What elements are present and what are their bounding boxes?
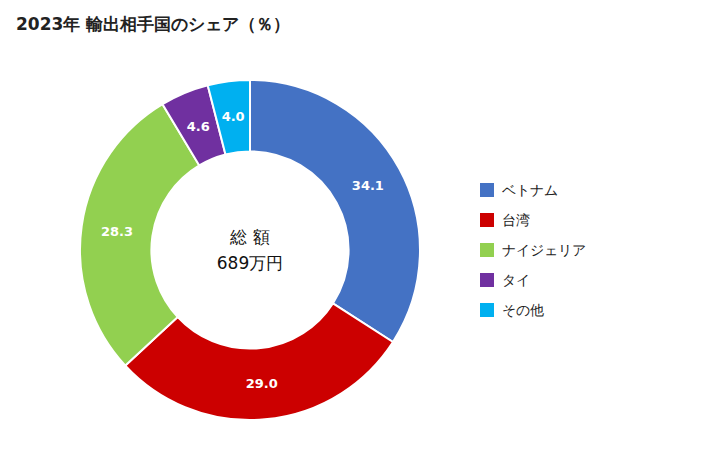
legend-label: ベトナム [502, 182, 558, 198]
chart-container: 2023年 輸出相手国のシェア（％） 34.1 29.0 28.3 4.6 4.0 総 額 6… [0, 0, 728, 450]
data-labels: 34.1 29.0 28.3 4.6 4.0 [101, 109, 384, 391]
slice [80, 104, 199, 365]
slice [250, 80, 420, 342]
slice [208, 80, 250, 154]
legend-swatch [480, 273, 494, 287]
legend-label: タイ [502, 272, 530, 288]
center-label: 総 額 [229, 227, 269, 247]
legend-label: 台湾 [502, 212, 530, 228]
legend-swatch [480, 303, 494, 317]
slices [80, 80, 420, 420]
data-label: 28.3 [101, 224, 133, 239]
data-label: 29.0 [246, 376, 278, 391]
chart-title: 2023年 輸出相手国のシェア（％） [16, 14, 290, 34]
legend-swatch [480, 213, 494, 227]
legend-label: その他 [502, 302, 544, 318]
legend-label: ナイジェリア [502, 242, 586, 258]
legend-swatch [480, 243, 494, 257]
chart-svg: 2023年 輸出相手国のシェア（％） 34.1 29.0 28.3 4.6 4.0 総 額 6… [0, 0, 728, 450]
center-label: 689万円 [217, 253, 283, 273]
legend: ベトナム台湾ナイジェリアタイその他 [480, 182, 586, 318]
data-label: 4.0 [222, 109, 245, 124]
data-label: 4.6 [187, 119, 210, 134]
legend-swatch [480, 183, 494, 197]
data-label: 34.1 [352, 178, 384, 193]
